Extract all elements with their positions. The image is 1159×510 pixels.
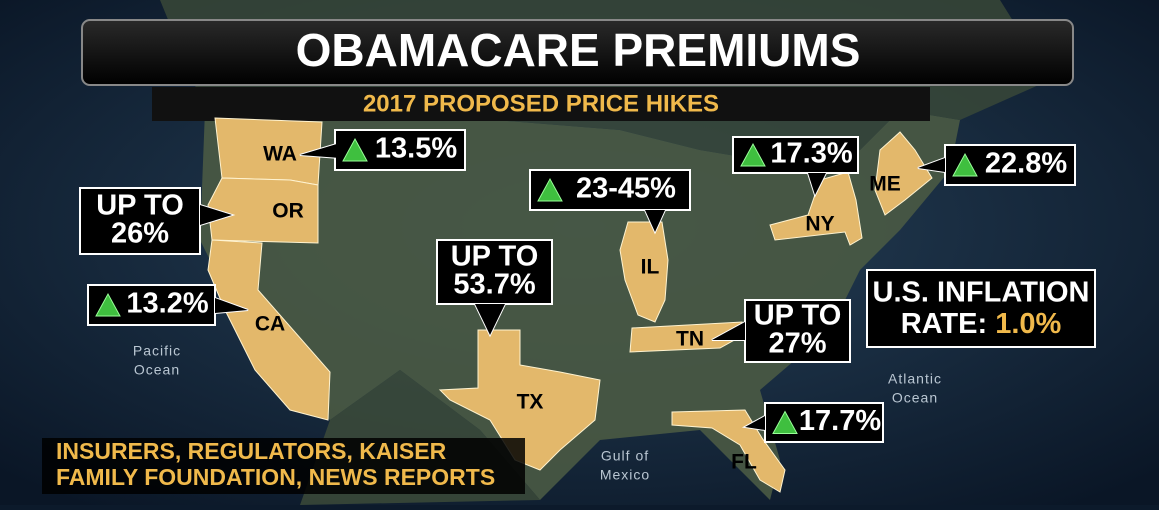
callout-text: 53.7% (453, 269, 535, 301)
callout-text: 13.2% (126, 288, 208, 320)
ocean-label: Pacific (133, 343, 181, 359)
callout-pointer-fill (200, 205, 232, 225)
inflation-box (866, 269, 1096, 348)
ocean-label: Atlantic (888, 371, 942, 387)
state-label: CA (255, 313, 285, 336)
subtitle-bar (152, 87, 930, 121)
callout-text: UP TO (754, 300, 842, 332)
callout-box (529, 169, 691, 211)
callout-text: 17.7% (799, 405, 881, 437)
ocean-label: Gulf of (601, 448, 649, 464)
state-shape (438, 329, 601, 471)
source-box (42, 438, 525, 494)
up-arrow (952, 152, 978, 177)
up-arrow (95, 292, 121, 317)
inflation-rate: RATE: 1.0% (901, 308, 1062, 340)
title-bar (81, 19, 1074, 86)
callout-pointer-fill (712, 322, 745, 340)
state-label: ME (869, 173, 901, 196)
source: FAMILY FOUNDATION, NEWS REPORTS (56, 464, 495, 490)
callout-text: UP TO (96, 190, 184, 222)
ocean-label: Ocean (892, 390, 938, 406)
state-label: TX (517, 391, 544, 414)
inflation-label: U.S. INFLATION (873, 277, 1090, 309)
state-label: OR (272, 200, 304, 223)
callout-text: UP TO (451, 241, 539, 273)
state-label: TN (676, 328, 704, 351)
callout-text: 17.3% (770, 138, 852, 170)
callout-text: 27% (768, 328, 826, 360)
state-label: FL (731, 451, 757, 474)
title: OBAMACARE PREMIUMS (296, 24, 861, 76)
inflation-value: 1.0% (995, 308, 1061, 340)
callout-text: 13.5% (375, 133, 457, 165)
ocean-label: Mexico (600, 467, 650, 483)
ocean-label: Ocean (134, 362, 180, 378)
state-shape (769, 171, 863, 246)
callout-pointer-fill (918, 158, 945, 172)
callout-pointer-fill (475, 304, 505, 335)
callout-box (79, 187, 201, 255)
up-arrow (537, 177, 563, 202)
up-arrow (342, 137, 368, 162)
state-shape (207, 239, 331, 421)
up-arrow (740, 142, 766, 167)
state-shape (629, 321, 743, 353)
state-label: WA (263, 143, 297, 166)
source: INSURERS, REGULATORS, KAISER (56, 438, 447, 464)
callout-pointer-fill (745, 416, 765, 430)
callout-pointer-fill (215, 298, 248, 313)
callout-text: 22.8% (985, 148, 1067, 180)
land (200, 110, 960, 500)
state-shape (874, 131, 933, 216)
subtitle: 2017 PROPOSED PRICE HIKES (363, 90, 719, 117)
inflation-label: RATE: (901, 308, 987, 340)
state-shape (619, 221, 669, 323)
callout-pointer-fill (645, 210, 665, 232)
callout-box (436, 239, 553, 305)
callout-text: 26% (111, 218, 169, 250)
callout-pointer-fill (808, 173, 826, 195)
state-shape (207, 177, 319, 244)
callout-pointer-fill (300, 143, 340, 158)
state-label: IL (641, 256, 660, 279)
state-label: NY (805, 213, 834, 236)
up-arrow (772, 410, 798, 434)
callout-text: 23-45% (576, 173, 676, 205)
